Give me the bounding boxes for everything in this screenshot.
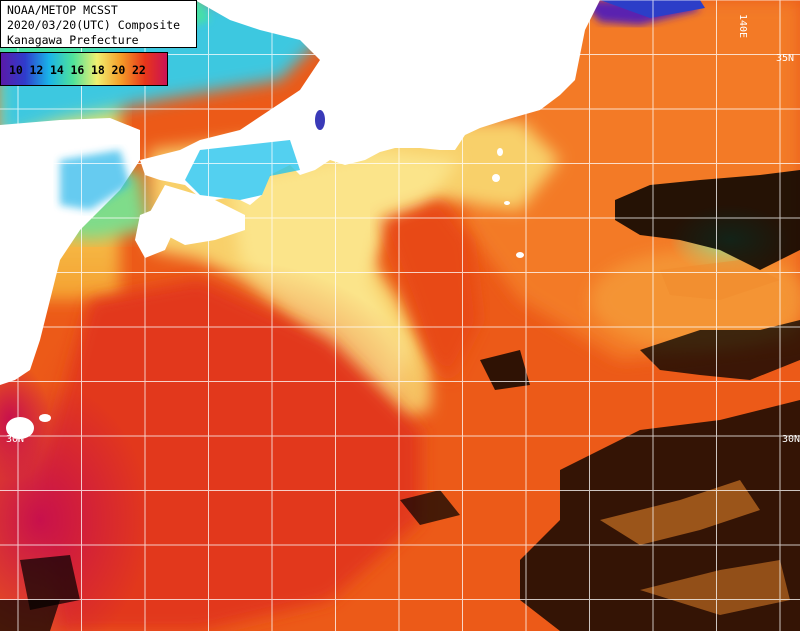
legend-label: 22 [132, 63, 146, 77]
lat-label-30n-right: 30N [782, 434, 800, 445]
temperature-legend: 10 12 14 16 18 20 22 [0, 52, 168, 86]
legend-gradient [1, 53, 167, 85]
title-line-3: Kanagawa Prefecture [7, 33, 139, 47]
legend-label: 12 [29, 63, 44, 77]
title-box: NOAA/METOP MCSST 2020/03/20(UTC) Composi… [0, 0, 197, 48]
legend-label: 18 [91, 63, 105, 77]
legend-label: 10 [9, 63, 23, 77]
title-line-2: 2020/03/20(UTC) Composite [7, 18, 181, 32]
legend-colorbar [1, 53, 167, 85]
lat-label-30n-left: 30N [6, 434, 25, 445]
lon-label-140e: 140E [737, 14, 748, 39]
legend-label: 16 [70, 63, 85, 77]
title-line-1: NOAA/METOP MCSST [7, 3, 118, 17]
legend-labels: 10 12 14 16 18 20 22 [1, 53, 167, 85]
legend-label: 20 [111, 63, 126, 77]
lat-label-35n-right: 35N [776, 53, 795, 64]
legend-label: 14 [50, 63, 64, 77]
